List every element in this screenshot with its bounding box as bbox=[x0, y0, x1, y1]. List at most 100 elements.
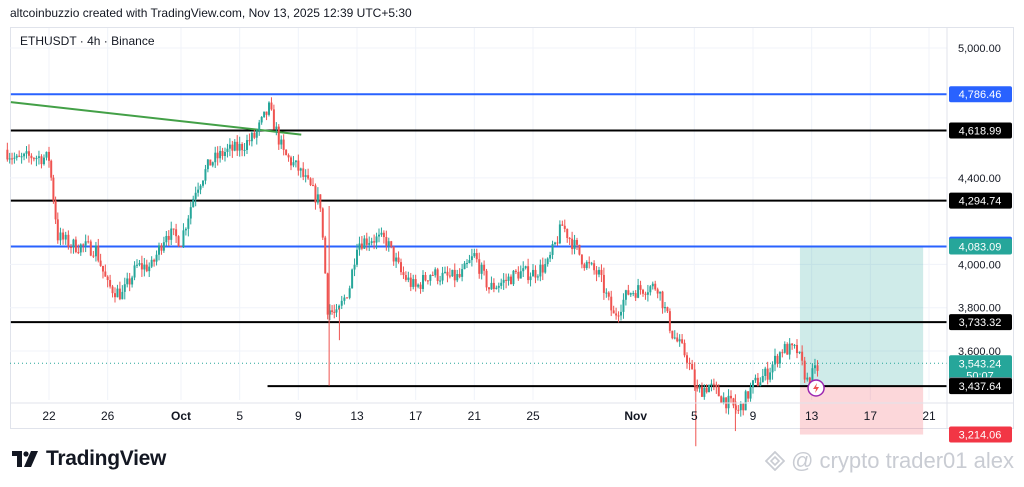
candle-body bbox=[62, 232, 65, 240]
symbol-legend[interactable]: ETHUSDT · 4h · Binance bbox=[20, 34, 155, 48]
candle-body bbox=[766, 368, 769, 380]
candle-body bbox=[668, 311, 671, 331]
candle-body bbox=[656, 289, 659, 294]
candle-body bbox=[333, 311, 336, 313]
candle-body bbox=[275, 126, 278, 130]
candle-body bbox=[272, 109, 275, 130]
candle-body bbox=[202, 180, 204, 186]
candle-body bbox=[170, 228, 173, 240]
candle-body bbox=[676, 337, 679, 342]
candle-body bbox=[94, 245, 97, 257]
candle-body bbox=[402, 272, 405, 276]
candle-body bbox=[485, 270, 488, 288]
candle-body bbox=[700, 386, 703, 397]
candle-body bbox=[13, 157, 16, 159]
candle-body bbox=[338, 305, 341, 310]
price-label: 3,214.06 bbox=[959, 430, 1002, 442]
candle-body bbox=[710, 383, 713, 386]
candle-body bbox=[42, 157, 45, 165]
x-tick-label: 13 bbox=[805, 409, 819, 423]
candle-body bbox=[412, 279, 415, 287]
candle-body bbox=[353, 264, 356, 270]
candle-body bbox=[299, 168, 302, 171]
candle-body bbox=[813, 365, 816, 369]
candle-body bbox=[654, 283, 657, 290]
candle-body bbox=[756, 377, 759, 386]
position-profit-zone bbox=[799, 246, 924, 386]
candle-body bbox=[101, 265, 104, 272]
candle-body bbox=[576, 240, 578, 245]
price-label: 4,786.46 bbox=[959, 89, 1002, 101]
candle-body bbox=[786, 344, 789, 355]
candle-body bbox=[197, 189, 200, 193]
candle-body bbox=[133, 265, 136, 278]
candle-body bbox=[752, 380, 754, 388]
candle-body bbox=[764, 368, 767, 376]
candle-body bbox=[683, 342, 686, 356]
candle-body bbox=[514, 270, 517, 273]
candle-body bbox=[143, 264, 146, 270]
candle-body bbox=[688, 362, 691, 364]
candle-body bbox=[287, 155, 290, 158]
candle-body bbox=[573, 240, 576, 250]
candle-body bbox=[302, 168, 305, 177]
candle-body bbox=[216, 152, 219, 159]
candle-body bbox=[558, 224, 561, 244]
candle-body bbox=[74, 239, 77, 253]
candle-body bbox=[150, 259, 153, 267]
candle-body bbox=[114, 293, 116, 298]
candle-body bbox=[424, 274, 427, 281]
candle-body bbox=[796, 344, 798, 354]
candle-body bbox=[48, 151, 50, 161]
candle-body bbox=[27, 151, 30, 156]
candle-body bbox=[539, 264, 542, 277]
candle-body bbox=[382, 232, 385, 238]
candle-body bbox=[431, 274, 434, 276]
candle-body bbox=[475, 253, 478, 260]
candle-body bbox=[646, 292, 649, 295]
x-tick-label: 17 bbox=[864, 409, 878, 423]
x-tick-label: 13 bbox=[350, 409, 364, 423]
candle-body bbox=[678, 339, 681, 342]
candle-body bbox=[92, 255, 95, 257]
candle-body bbox=[277, 126, 280, 145]
candle-body bbox=[671, 330, 674, 339]
candle-body bbox=[77, 252, 80, 254]
candle-body bbox=[715, 384, 718, 388]
candle-body bbox=[285, 149, 288, 156]
candle-body bbox=[769, 372, 772, 380]
extras-layer bbox=[807, 379, 825, 397]
watermark: @ crypto trader01 alex bbox=[765, 448, 1014, 474]
candle-body bbox=[15, 155, 18, 158]
candle-body bbox=[321, 208, 324, 238]
candle-body bbox=[497, 285, 500, 288]
candle-body bbox=[109, 280, 112, 287]
candle-body bbox=[705, 388, 708, 393]
candle-body bbox=[87, 241, 90, 243]
candle-body bbox=[568, 238, 571, 240]
candle-body bbox=[610, 296, 613, 311]
candle-body bbox=[56, 219, 59, 241]
candle-body bbox=[816, 365, 819, 371]
candle-body bbox=[703, 388, 706, 397]
candle-body bbox=[11, 158, 14, 160]
candle-body bbox=[615, 313, 618, 316]
candle-body bbox=[67, 234, 70, 247]
candle-body bbox=[363, 238, 366, 249]
tradingview-logo[interactable]: TradingView bbox=[12, 447, 166, 471]
candle-body bbox=[544, 264, 547, 273]
candle-body bbox=[228, 144, 231, 149]
candle-body bbox=[312, 185, 314, 187]
candle-body bbox=[160, 245, 163, 251]
candle-body bbox=[580, 254, 583, 265]
candle-body bbox=[158, 245, 160, 255]
candle-body bbox=[747, 391, 750, 399]
candle-body bbox=[209, 159, 212, 166]
candle-body bbox=[18, 155, 21, 157]
candle-body bbox=[490, 282, 493, 290]
candle-body bbox=[250, 132, 253, 142]
candle-body bbox=[111, 286, 114, 294]
candle-body bbox=[488, 287, 490, 290]
candle-body bbox=[478, 259, 481, 274]
